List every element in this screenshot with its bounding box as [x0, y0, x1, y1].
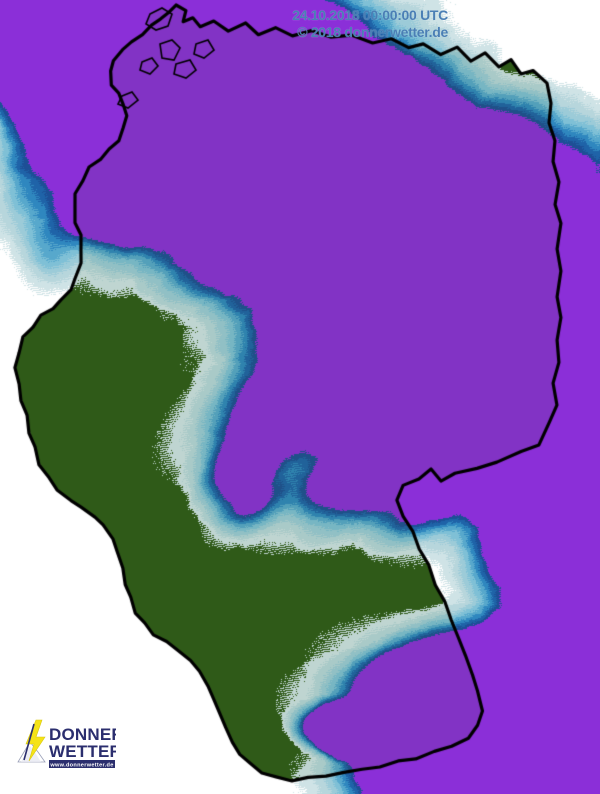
logo-line1: DONNER [49, 725, 116, 744]
logo-url: www.donnerwetter.de [49, 762, 113, 768]
logo-url-bar [49, 760, 115, 768]
logo-svg: DONNER WETTER www.donnerwetter.de [17, 719, 116, 768]
logo-line2: WETTER [49, 742, 116, 761]
lightning-bolt-icon [25, 719, 46, 762]
logo-pole [23, 723, 35, 761]
donnerwetter-logo[interactable]: DONNER WETTER www.donnerwetter.de [12, 716, 116, 771]
